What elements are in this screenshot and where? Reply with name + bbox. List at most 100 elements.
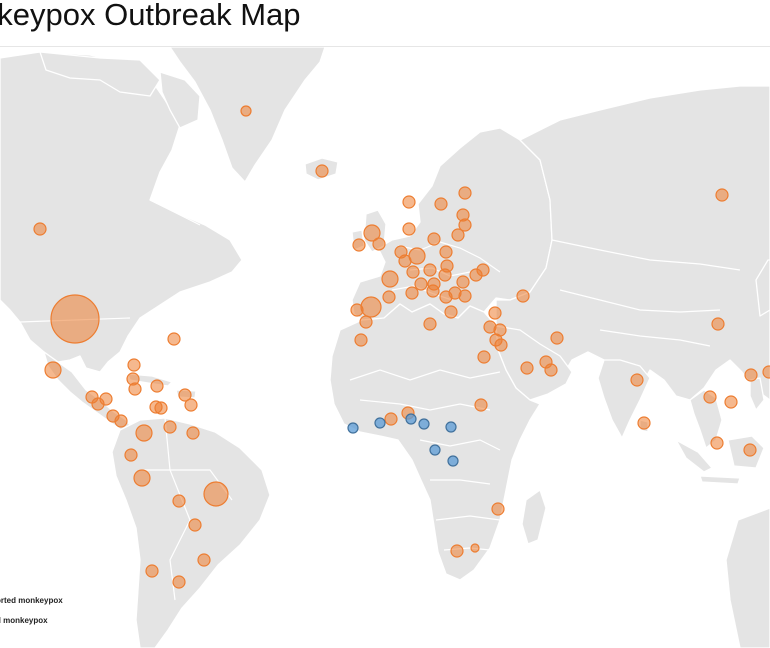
reported-case-marker[interactable] — [91, 397, 105, 411]
reported-case-marker[interactable] — [470, 543, 480, 553]
reported-case-marker[interactable] — [744, 368, 758, 382]
reported-case-marker[interactable] — [456, 275, 470, 289]
reported-case-marker[interactable] — [550, 331, 564, 345]
reported-case-marker[interactable] — [703, 390, 717, 404]
reported-case-marker[interactable] — [451, 228, 465, 242]
reported-case-marker[interactable] — [710, 436, 724, 450]
landmass-sumatra — [675, 439, 713, 473]
reported-case-marker[interactable] — [520, 361, 534, 375]
reported-case-marker[interactable] — [124, 448, 138, 462]
reported-case-marker[interactable] — [434, 197, 448, 211]
landmass-java — [699, 475, 741, 485]
reported-case-marker[interactable] — [715, 188, 729, 202]
reported-case-marker[interactable] — [382, 290, 396, 304]
reported-case-marker[interactable] — [203, 481, 229, 507]
reported-case-marker[interactable] — [439, 245, 453, 259]
reported-case-marker[interactable] — [711, 317, 725, 331]
landmass-madagascar — [521, 489, 547, 545]
reported-case-marker[interactable] — [381, 270, 399, 288]
reported-case-marker[interactable] — [133, 469, 151, 487]
reported-case-marker[interactable] — [145, 564, 159, 578]
reported-case-marker[interactable] — [163, 420, 177, 434]
page-title: nkeypox Outbreak Map — [0, 0, 301, 32]
reported-case-marker[interactable] — [494, 338, 508, 352]
reported-case-marker[interactable] — [743, 443, 757, 457]
reported-case-marker[interactable] — [135, 424, 153, 442]
reported-case-marker[interactable] — [33, 222, 47, 236]
reported-case-marker[interactable] — [154, 401, 168, 415]
legend-label-endemic: d monkeypox — [0, 616, 48, 625]
reported-case-marker[interactable] — [423, 263, 437, 277]
reported-case-marker[interactable] — [423, 317, 437, 331]
reported-case-marker[interactable] — [106, 409, 120, 423]
reported-case-marker[interactable] — [372, 237, 386, 251]
reported-case-marker[interactable] — [186, 426, 200, 440]
reported-case-marker[interactable] — [544, 363, 558, 377]
reported-case-marker[interactable] — [398, 254, 412, 268]
legend-label-reported: orted monkeypox — [0, 596, 63, 605]
reported-case-marker[interactable] — [439, 290, 453, 304]
reported-case-marker[interactable] — [724, 395, 738, 409]
reported-case-marker[interactable] — [359, 315, 373, 329]
endemic-case-marker[interactable] — [429, 444, 441, 456]
reported-case-marker[interactable] — [402, 195, 416, 209]
world-map[interactable] — [0, 47, 770, 648]
reported-case-marker[interactable] — [637, 416, 651, 430]
reported-case-marker[interactable] — [458, 289, 472, 303]
reported-case-marker[interactable] — [630, 373, 644, 387]
reported-case-marker[interactable] — [440, 259, 454, 273]
reported-case-marker[interactable] — [402, 222, 416, 236]
reported-case-marker[interactable] — [474, 398, 488, 412]
endemic-case-marker[interactable] — [418, 418, 430, 430]
reported-case-marker[interactable] — [127, 358, 141, 372]
reported-case-marker[interactable] — [44, 361, 62, 379]
reported-case-marker[interactable] — [426, 284, 440, 298]
endemic-case-marker[interactable] — [405, 413, 417, 425]
landmass-japan — [755, 259, 770, 317]
reported-case-marker[interactable] — [50, 294, 100, 344]
reported-case-marker[interactable] — [762, 365, 770, 379]
landmass-australia — [725, 507, 770, 648]
reported-case-marker[interactable] — [184, 398, 198, 412]
landmass-south-america — [111, 417, 271, 648]
reported-case-marker[interactable] — [458, 186, 472, 200]
reported-case-marker[interactable] — [167, 332, 181, 346]
reported-case-marker[interactable] — [178, 388, 192, 402]
reported-case-marker[interactable] — [406, 265, 420, 279]
reported-case-marker[interactable] — [172, 494, 186, 508]
endemic-case-marker[interactable] — [445, 421, 457, 433]
reported-case-marker[interactable] — [240, 105, 252, 117]
reported-case-marker[interactable] — [450, 544, 464, 558]
endemic-case-markers — [347, 413, 459, 467]
reported-case-marker[interactable] — [128, 382, 142, 396]
reported-case-marker[interactable] — [350, 303, 364, 317]
endemic-case-marker[interactable] — [447, 455, 459, 467]
landmasses — [0, 47, 770, 648]
reported-case-marker[interactable] — [360, 296, 382, 318]
reported-case-marker[interactable] — [491, 502, 505, 516]
endemic-case-marker[interactable] — [374, 417, 386, 429]
reported-case-marker[interactable] — [476, 263, 490, 277]
reported-case-marker[interactable] — [172, 575, 186, 589]
reported-case-marker[interactable] — [188, 518, 202, 532]
reported-case-marker[interactable] — [197, 553, 211, 567]
reported-case-marker[interactable] — [315, 164, 329, 178]
reported-case-marker[interactable] — [384, 412, 398, 426]
reported-case-marker[interactable] — [405, 286, 419, 300]
reported-case-marker[interactable] — [354, 333, 368, 347]
reported-case-marker[interactable] — [427, 232, 441, 246]
landmass-baffin — [159, 71, 201, 129]
reported-case-marker[interactable] — [458, 218, 472, 232]
reported-case-marker[interactable] — [516, 289, 530, 303]
reported-case-marker[interactable] — [477, 350, 491, 364]
reported-case-marker[interactable] — [363, 224, 381, 242]
reported-case-marker[interactable] — [444, 305, 458, 319]
reported-case-marker[interactable] — [150, 379, 164, 393]
title-divider — [0, 46, 770, 47]
country-borders — [19, 199, 741, 601]
reported-case-marker[interactable] — [414, 277, 428, 291]
reported-case-marker[interactable] — [488, 306, 502, 320]
reported-case-marker[interactable] — [352, 238, 366, 252]
endemic-case-marker[interactable] — [347, 422, 359, 434]
reported-case-markers — [33, 105, 770, 589]
